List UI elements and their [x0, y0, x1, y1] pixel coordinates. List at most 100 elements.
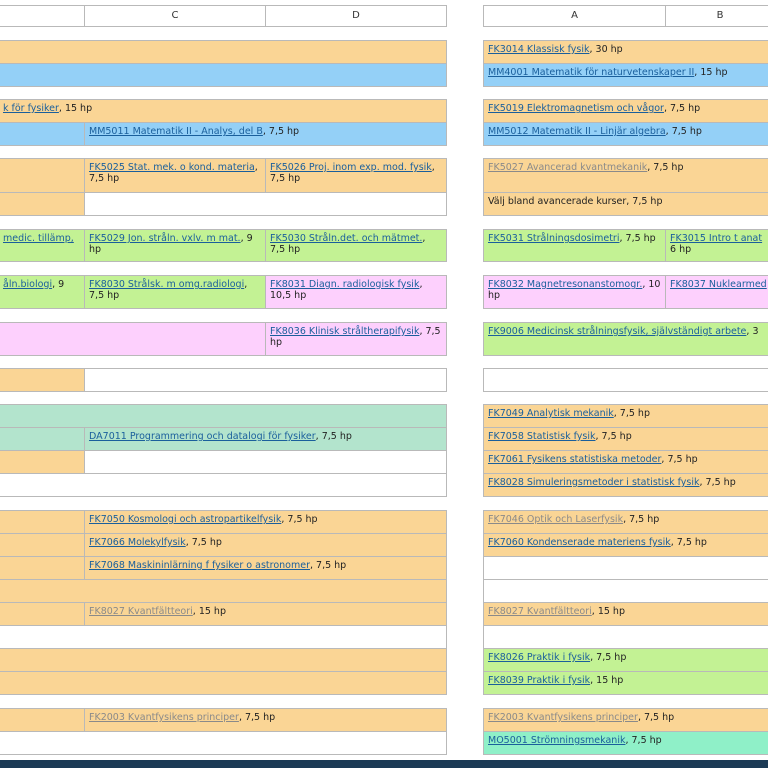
course-link[interactable]: FK7058 Statistisk fysik [488, 431, 596, 442]
course-link[interactable]: FK9006 Medicinsk strålningsfysik, självs… [488, 326, 747, 337]
course-link[interactable]: FK8028 Simuleringsmetoder i statistisk f… [488, 477, 700, 488]
course-credits: , 7,5 hp [665, 126, 702, 137]
course-link[interactable]: FK8031 Diagn. radiologisk fysik [270, 279, 420, 290]
course-cell: FK3015 Intro t anat 6 hp [665, 229, 768, 262]
footer-bar [0, 760, 768, 768]
course-cell: FK5027 Avancerad kvantmekanik, 7,5 hp [483, 158, 768, 193]
course-credits: , 7,5 hp [309, 560, 347, 571]
course-link[interactable]: DA7011 Programmering och datalogi för fy… [89, 431, 316, 442]
column-header-d: D [265, 5, 447, 27]
course-link[interactable]: FK3014 Klassisk fysik [488, 44, 590, 55]
course-cell: FK7066 Molekylfysik, 7,5 hp [84, 533, 447, 557]
column-header-a: A [483, 5, 666, 27]
course-cell: FK9006 Medicinsk strålningsfysik, självs… [483, 322, 768, 356]
course-cell: FK8032 Magnetresonanstomogr., 10 hp [483, 275, 666, 309]
course-link[interactable]: FK5019 Elektromagnetism och vågor [488, 103, 664, 114]
course-cell [0, 404, 447, 428]
empty-cell [84, 192, 447, 216]
course-cell: k för fysiker, 15 hp [0, 99, 447, 123]
course-link[interactable]: FK2003 Kvantfysikens principer [488, 712, 638, 723]
course-link[interactable]: FK8027 Kvantfältteori [488, 606, 592, 617]
course-cell [0, 648, 447, 672]
course-link[interactable]: FK7060 Kondenserade materiens fysik [488, 537, 671, 548]
course-link[interactable]: FK5029 Jon. stråln. vxlv. m mat. [89, 233, 241, 244]
course-cell: DA7011 Programmering och datalogi för fy… [84, 427, 447, 451]
course-link[interactable]: FK8036 Klinisk stråltherapifysik [270, 326, 420, 337]
course-credits: , 7,5 hp [270, 326, 441, 348]
course-credits: , 7,5 hp [663, 103, 701, 114]
empty-cell [0, 731, 447, 755]
course-cell [0, 427, 85, 451]
course-credits: , 7,5 hp [625, 735, 662, 746]
course-link[interactable]: FK8032 Magnetresonanstomogr. [488, 279, 643, 290]
empty-cell [483, 625, 768, 649]
course-cell [0, 450, 85, 474]
course-link[interactable]: medic. tillämp, [3, 233, 74, 244]
course-link[interactable]: FK7049 Analytisk mekanik [488, 408, 614, 419]
course-link[interactable]: MO5001 Strömningsmekanik [488, 735, 626, 746]
course-cell [0, 579, 447, 603]
course-cell: FK2003 Kvantfysikens principer, 7,5 hp [483, 708, 768, 732]
course-link[interactable]: k för fysiker [3, 103, 59, 114]
course-credits: , 7,5 hp [699, 477, 736, 488]
course-cell: MM4001 Matematik för naturvetenskaper II… [483, 63, 768, 87]
course-credits: , 7,5 hp [89, 162, 258, 184]
course-cell: FK2003 Kvantfysikens principer, 7,5 hp [84, 708, 447, 732]
course-link[interactable]: FK2003 Kvantfysikens principer [89, 712, 239, 723]
course-credits: , 7,5 hp [623, 514, 660, 525]
course-link[interactable]: FK8030 Strålsk. m omg.radiologi [89, 279, 245, 290]
course-credits: , 3 [746, 326, 759, 337]
course-cell: FK5019 Elektromagnetism och vågor, 7,5 h… [483, 99, 768, 123]
course-credits: , 7,5 hp [270, 162, 435, 184]
course-credits: , 7,5 hp [590, 652, 627, 663]
course-link[interactable]: FK7061 Fysikens statistiska metoder [488, 454, 662, 465]
course-cell: FK7050 Kosmologi och astropartikelfysik,… [84, 510, 447, 534]
course-link[interactable]: FK8027 Kvantfältteori [89, 606, 193, 617]
course-link[interactable]: FK7046 Optik och Laserfysik [488, 514, 624, 525]
course-link[interactable]: FK7066 Molekylfysik [89, 537, 186, 548]
course-link[interactable]: FK8037 Nuklearmed [670, 279, 767, 290]
course-credits: , 15 hp [590, 675, 624, 686]
course-link[interactable]: MM5011 Matematik II - Analys, del B [89, 126, 263, 137]
course-cell: FK5030 Stråln.det. och mätmet., 7,5 hp [265, 229, 447, 262]
empty-cell [483, 556, 768, 580]
course-credits: , 10 hp [488, 279, 661, 301]
course-cell: FK8036 Klinisk stråltherapifysik, 7,5 hp [265, 322, 447, 356]
course-credits: , 7,5 hp [185, 537, 222, 548]
course-cell: FK7049 Analytisk mekanik, 7,5 hp [483, 404, 768, 428]
course-link[interactable]: åln.biologi [3, 279, 53, 290]
course-cell [0, 510, 85, 534]
course-link[interactable]: FK7050 Kosmologi och astropartikelfysik [89, 514, 282, 525]
column-header-c: C [84, 5, 266, 27]
course-cell: MM5012 Matematik II - Linjär algebra, 7,… [483, 122, 768, 146]
course-link[interactable]: FK5027 Avancerad kvantmekanik [488, 162, 648, 173]
course-link[interactable]: FK5030 Stråln.det. och mätmet. [270, 233, 423, 244]
column-header-b: B [665, 5, 768, 27]
course-cell: FK8030 Strålsk. m omg.radiologi, 7,5 hp [84, 275, 266, 309]
course-credits: , 7,5 hp [619, 233, 656, 244]
course-credits: , 30 hp [589, 44, 623, 55]
course-cell: FK7068 Maskininlärning f fysiker o astro… [84, 556, 447, 580]
course-link[interactable]: FK3015 Intro t anat [670, 233, 763, 244]
course-credits: , 15 hp [694, 67, 728, 78]
course-link[interactable]: FK5026 Proj. inom exp. mod. fysik [270, 162, 432, 173]
empty-cell [84, 450, 447, 474]
course-cell [0, 602, 85, 626]
course-cell: FK8031 Diagn. radiologisk fysik, 10,5 hp [265, 275, 447, 309]
course-cell: FK5025 Stat. mek. o kond. materia, 7,5 h… [84, 158, 266, 193]
course-link[interactable]: FK5025 Stat. mek. o kond. materia [89, 162, 255, 173]
course-link[interactable]: MM5012 Matematik II - Linjär algebra [488, 126, 666, 137]
course-credits: , 7,5 hp [89, 279, 248, 301]
course-link[interactable]: FK5031 Strålningsdosimetri [488, 233, 620, 244]
course-link[interactable]: MM4001 Matematik för naturvetenskaper II [488, 67, 695, 78]
course-link[interactable]: FK8039 Praktik i fysik [488, 675, 591, 686]
course-cell: FK5026 Proj. inom exp. mod. fysik, 7,5 h… [265, 158, 447, 193]
course-credits: , 7,5 hp [613, 408, 650, 419]
course-credits: , 7,5 hp [637, 712, 675, 723]
course-link[interactable]: FK7068 Maskininlärning f fysiker o astro… [89, 560, 310, 571]
course-cell: FK8027 Kvantfältteori, 15 hp [84, 602, 447, 626]
course-cell: FK7060 Kondenserade materiens fysik, 7,5… [483, 533, 768, 557]
course-link[interactable]: FK8026 Praktik i fysik [488, 652, 591, 663]
course-credits: , 15 hp [591, 606, 625, 617]
course-cell: FK8027 Kvantfältteori, 15 hp [483, 602, 768, 626]
